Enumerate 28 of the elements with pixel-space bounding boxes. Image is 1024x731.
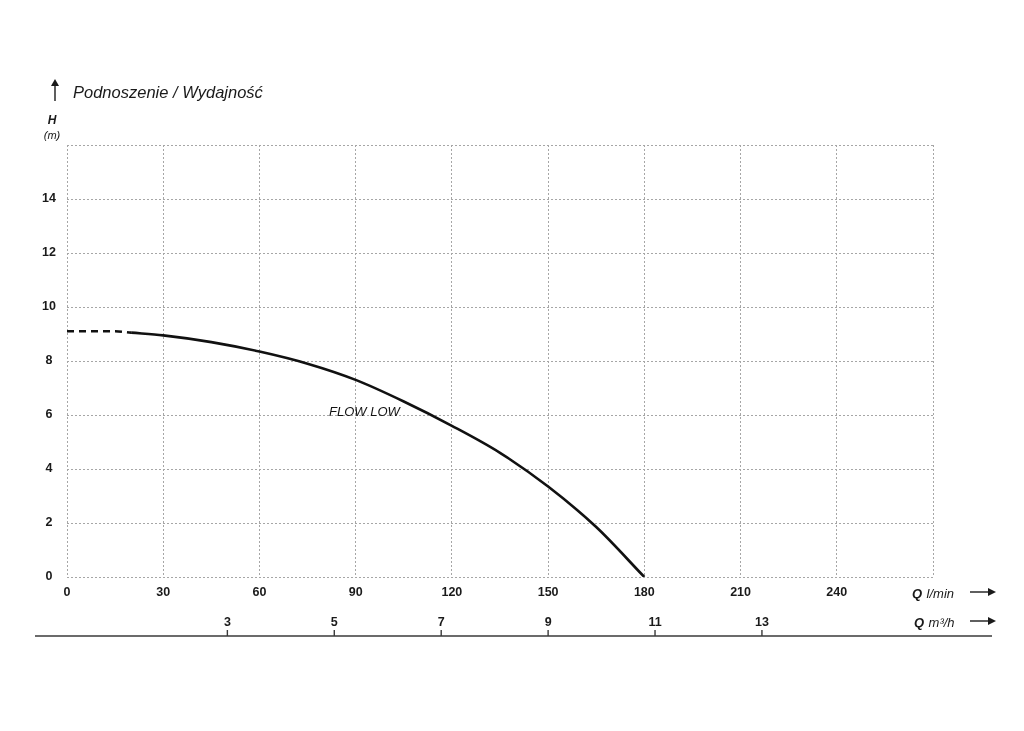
x-axis-title: Q l/min <box>912 586 955 601</box>
y-tick-label: 0 <box>45 569 53 584</box>
x-tick-label: 150 <box>537 584 559 599</box>
x2-tick-label: 7 <box>437 614 445 629</box>
y-tick-label: 14 <box>42 191 57 206</box>
x-tick-label: 180 <box>633 584 655 599</box>
x-tick-label: 240 <box>826 584 848 599</box>
x2-tick-label: 13 <box>754 614 769 629</box>
y-axis-title: H (m) <box>43 113 61 141</box>
y-tick-label: 2 <box>45 515 53 530</box>
y-tick-label: 4 <box>45 461 53 476</box>
x-tick-label: 0 <box>63 584 71 599</box>
x2-axis-title: Q m³/h <box>914 615 955 630</box>
x2-tick-label: 5 <box>330 614 338 629</box>
x2-tick-label: 3 <box>223 614 231 629</box>
x-tick-label: 30 <box>156 584 171 599</box>
x2-tick-label: 9 <box>544 614 552 629</box>
x-tick-label: 90 <box>348 584 363 599</box>
y-tick-label: 12 <box>42 245 57 260</box>
y-tick-label: 8 <box>45 353 53 368</box>
x2-tick-label: 11 <box>648 614 662 629</box>
y-tick-label: 10 <box>42 299 57 314</box>
chart-title: Podnoszenie / Wydajność <box>73 83 263 102</box>
x-tick-label: 120 <box>441 584 463 599</box>
y-tick-label: 6 <box>45 407 53 422</box>
series-label: FLOW LOW <box>329 403 402 419</box>
x-tick-label: 210 <box>730 584 752 599</box>
x-tick-label: 60 <box>252 584 267 599</box>
